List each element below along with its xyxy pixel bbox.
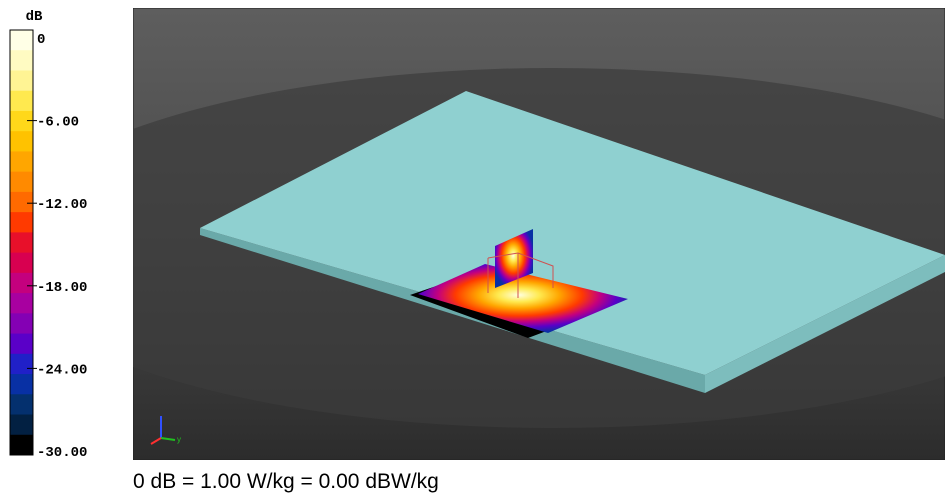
colorbar-swatch <box>10 414 33 436</box>
plate-top <box>200 91 945 375</box>
colorbar-unit: dB <box>26 9 43 25</box>
colorbar-label: -24.00 <box>37 362 87 378</box>
colorbar-swatch <box>10 70 33 92</box>
caption: 0 dB = 1.00 W/kg = 0.00 dBW/kg <box>133 470 439 493</box>
colorbar-swatch <box>10 374 33 395</box>
colorbar-swatch <box>10 272 33 294</box>
colorbar-swatch <box>10 30 33 51</box>
colorbar-swatch <box>10 151 33 173</box>
colorbar-frame <box>9 29 34 456</box>
colorbar-swatch <box>10 50 33 71</box>
viewport: y <box>133 8 945 460</box>
colorbar-swatch <box>10 333 33 355</box>
sar-vertical-slice <box>495 229 533 288</box>
colorbar-swatch <box>10 293 33 314</box>
colorbar-swatch <box>10 191 33 213</box>
colorbar-swatch <box>10 171 33 193</box>
colorbar-swatch <box>10 353 33 375</box>
colorbar-swatch <box>10 131 33 152</box>
colorbar-swatch <box>10 90 33 112</box>
colorbar-swatch <box>10 313 33 335</box>
colorbar-swatch <box>10 232 33 254</box>
colorbar-swatch <box>10 434 33 456</box>
sar-heatmap <box>418 264 628 333</box>
colorbar: dB 0 -6.00 -12.00 -18.00 -24.00 -30.00 <box>9 9 87 461</box>
colorbar-swatch <box>10 394 33 416</box>
colorbar-swatch <box>10 110 33 132</box>
colorbar-swatch <box>10 212 33 233</box>
colorbar-label: -6.00 <box>37 115 79 131</box>
colorbar-label: 0 <box>37 32 45 48</box>
antenna-outline <box>487 252 554 298</box>
colorbar-swatch <box>10 252 33 274</box>
colorbar-label: -12.00 <box>37 197 87 213</box>
colorbar-label: -30.00 <box>37 445 87 461</box>
colorbar-label: -18.00 <box>37 280 87 296</box>
axis-triad <box>150 416 176 445</box>
plate-front <box>200 228 705 393</box>
plate-side <box>705 255 945 393</box>
axis-label: y <box>177 435 181 444</box>
